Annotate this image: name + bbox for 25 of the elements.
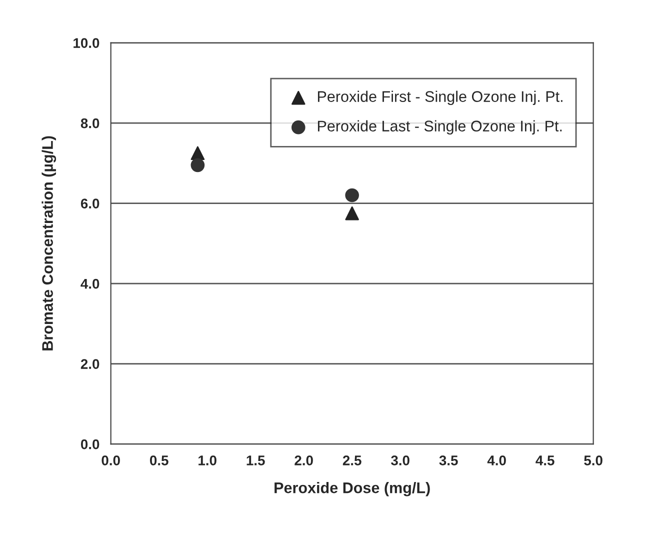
y-tick-label: 10.0 bbox=[74, 38, 100, 48]
x-tick-label: 1.5 bbox=[246, 456, 265, 466]
y-tick-label: 4.0 bbox=[80, 278, 100, 289]
x-tick-label: 4.0 bbox=[487, 456, 506, 466]
y-tick-label: 0.0 bbox=[80, 439, 100, 450]
x-tick-label: 2.0 bbox=[294, 456, 313, 466]
y-tick-label: 2.0 bbox=[80, 359, 100, 369]
legend-label: Peroxide First - Single Ozone Inj. Pt. bbox=[318, 90, 562, 105]
point bbox=[190, 146, 205, 160]
x-axis-title: Peroxide Dose (mg/L) bbox=[274, 482, 430, 496]
x-tick-label: 2.5 bbox=[342, 456, 362, 466]
x-tick-label: 0.5 bbox=[150, 456, 168, 466]
x-tick-label: 0.0 bbox=[102, 456, 120, 466]
legend-label: Peroxide Last - Single Ozone Inj. Pt. bbox=[318, 120, 562, 135]
x-tick-label: 4.5 bbox=[536, 456, 554, 466]
y-tick-label: 8.0 bbox=[80, 118, 100, 128]
x-tick-label: 5.0 bbox=[584, 456, 602, 466]
y-axis-title: Bromate Concentration (µg/L) bbox=[42, 136, 56, 350]
y-tick-label: 6.0 bbox=[80, 198, 100, 208]
point bbox=[345, 188, 359, 202]
point bbox=[345, 206, 359, 220]
point bbox=[190, 158, 205, 172]
x-tick-label: 3.5 bbox=[439, 456, 458, 466]
x-tick-label: 3.0 bbox=[390, 456, 410, 466]
x-tick-label: 1.0 bbox=[198, 456, 216, 466]
